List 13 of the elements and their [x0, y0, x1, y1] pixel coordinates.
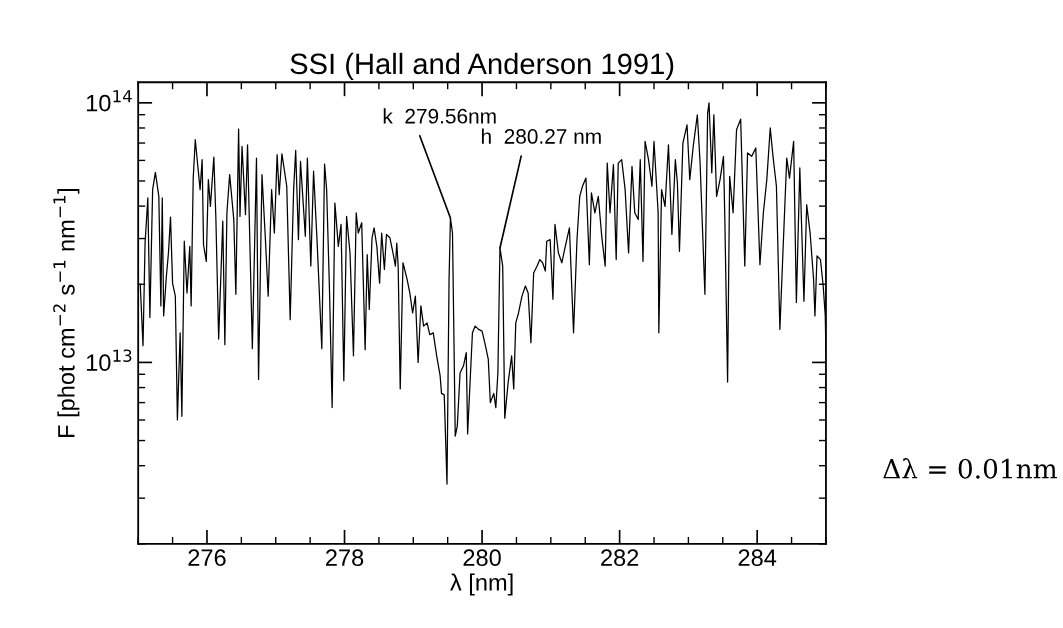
x-tick-label: 278 [326, 549, 364, 567]
annotation: h 280.27 nm [481, 128, 601, 144]
x-tick-label: 280 [463, 549, 501, 567]
x-axis-title: λ [nm] [450, 573, 513, 596]
x-tick-label: 282 [601, 549, 639, 567]
annotation: k 279.56nm [383, 108, 496, 124]
y-axis-title: F [phot cm$^{−2}$ s$^{−1}$ nm$^{−1}$] [53, 189, 80, 437]
x-tick-label: 276 [188, 549, 226, 567]
y-tick-label: 10$^{13}$ [86, 349, 132, 372]
chart-title: SSI (Hall and Anderson 1991) [290, 52, 674, 80]
y-tick-label: 10$^{14}$ [86, 90, 132, 112]
text: Δλ = 0.01nm [883, 458, 1057, 479]
x-tick-label: 284 [738, 549, 777, 567]
